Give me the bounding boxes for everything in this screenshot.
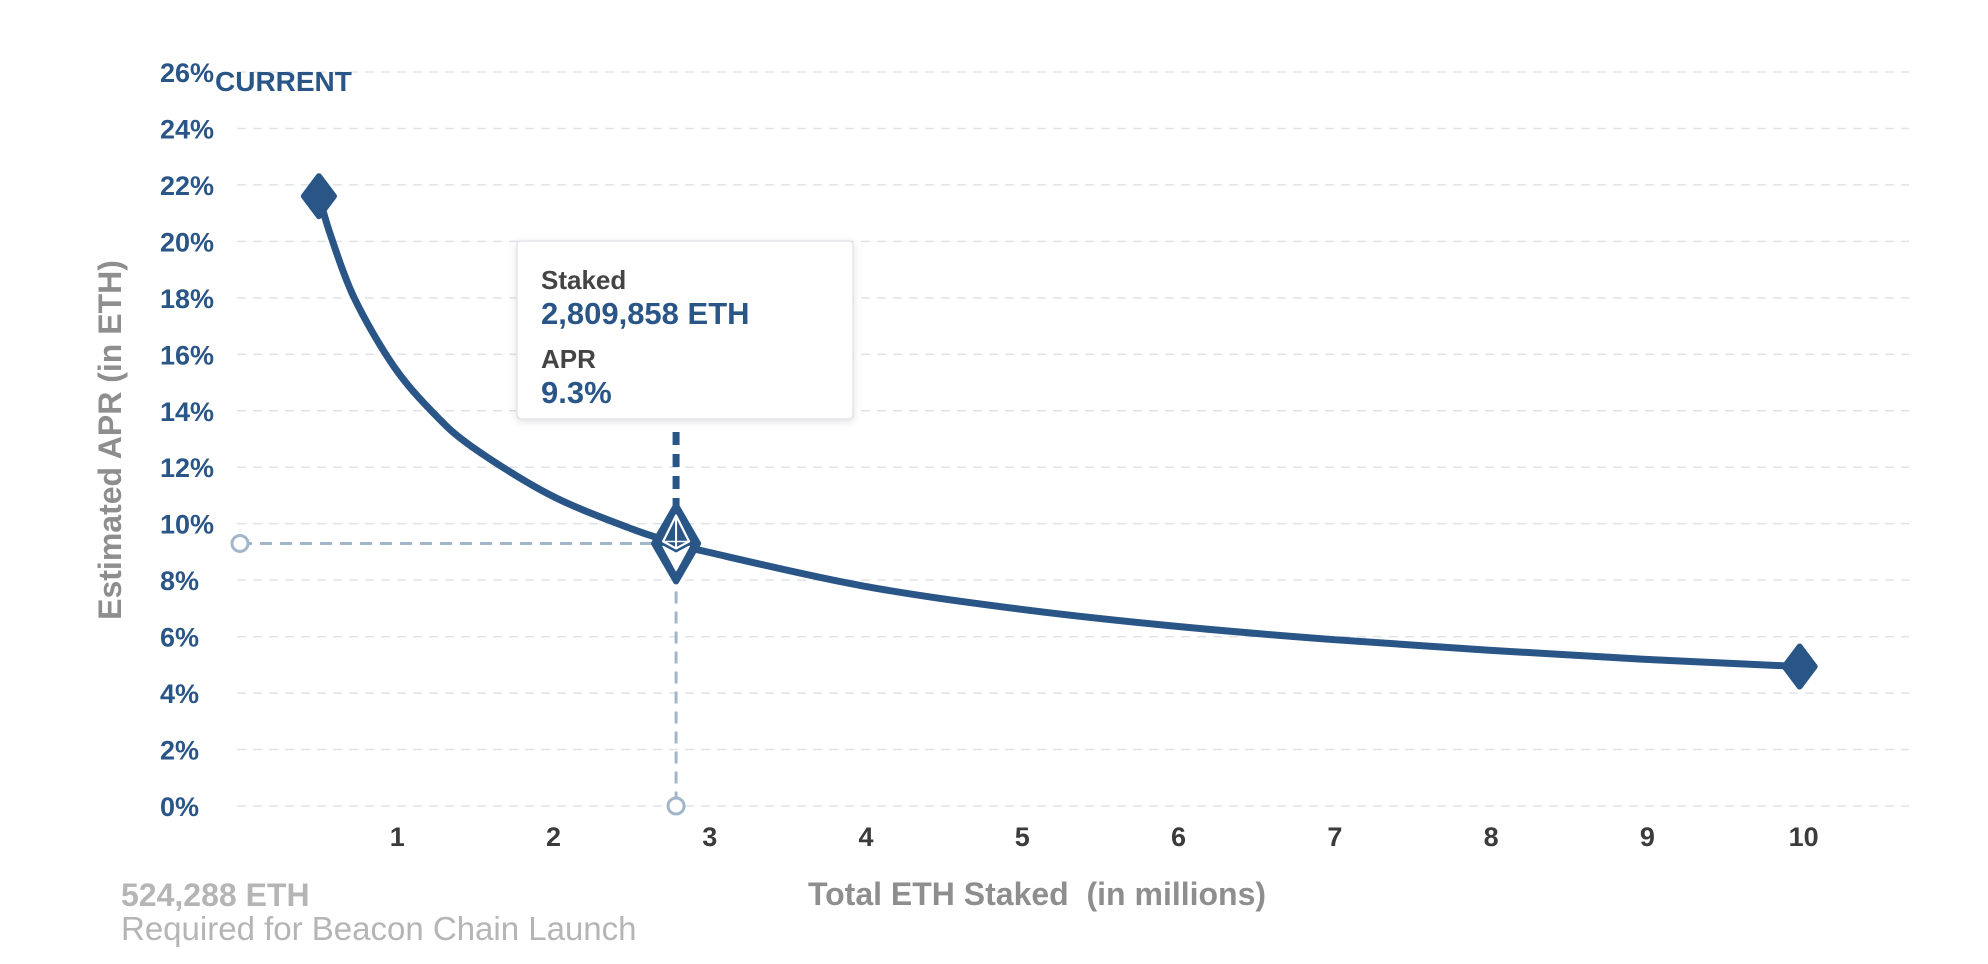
y-axis-ticks: 0% 2% 4% 6% 8% 10% 12% 14% 16% 18% 20% 22% 24% 26% — [160, 58, 214, 822]
tooltip-apr-label: APR — [541, 344, 596, 374]
endpoint-markers — [300, 173, 1818, 690]
y-tick-label: 4% — [160, 679, 199, 709]
eth-upper-icon — [661, 514, 691, 550]
beacon-chain-eth-value: 524,288 ETH — [121, 877, 310, 913]
y-tick-label: 12% — [160, 453, 214, 483]
y-tick-label: 6% — [160, 623, 199, 653]
tooltip-box — [516, 240, 854, 420]
y-tick-label: 24% — [160, 114, 214, 144]
y-axis-title: Estimated APR (in ETH) — [92, 260, 128, 620]
y-tick-label: 0% — [160, 792, 199, 822]
x-tick-label: 3 — [702, 822, 717, 852]
highlight-guides — [230, 432, 686, 816]
y-tick-label: 10% — [160, 510, 214, 540]
eth-lower-icon — [662, 545, 690, 572]
x-tick-label: 7 — [1327, 822, 1342, 852]
x-tick-label: 2 — [546, 822, 561, 852]
diamond-marker-icon — [300, 173, 337, 220]
x-tick-label: 10 — [1789, 822, 1819, 852]
tooltip-staked-label: Staked — [541, 265, 626, 295]
grid-lines — [237, 71, 1909, 807]
diamond-marker-icon — [1781, 643, 1818, 690]
y-tick-label: 20% — [160, 227, 214, 257]
x-tick-label: 1 — [390, 822, 405, 852]
y-tick-label: 2% — [160, 736, 199, 766]
y-tick-label: 22% — [160, 171, 214, 201]
x-tick-label: 5 — [1015, 822, 1030, 852]
apr-curve-line — [315, 192, 1804, 671]
current-label: CURRENT — [215, 66, 352, 97]
x-axis-title: Total ETH Staked (in millions) — [808, 876, 1266, 912]
y-tick-label: 14% — [160, 397, 214, 427]
y-tick-label: 16% — [160, 340, 214, 370]
beacon-chain-caption: Required for Beacon Chain Launch — [121, 910, 637, 947]
x-tick-label: 8 — [1484, 822, 1499, 852]
x-tick-label: 6 — [1171, 822, 1186, 852]
y-tick-label: 8% — [160, 566, 199, 596]
tooltip-staked-value: 2,809,858 ETH — [541, 296, 750, 331]
current-point-marker[interactable] — [651, 502, 702, 585]
x-guide-dot — [666, 796, 686, 816]
tooltip: Staked 2,809,858 ETH APR 9.3% — [516, 240, 854, 420]
y-tick-label: 26% — [160, 58, 214, 88]
x-axis-ticks: 1 2 3 4 5 6 7 8 9 10 — [390, 822, 1819, 852]
tooltip-apr-value: 9.3% — [541, 375, 612, 410]
x-tick-label: 9 — [1640, 822, 1655, 852]
x-tick-label: 4 — [859, 822, 874, 852]
y-tick-label: 18% — [160, 284, 214, 314]
y-guide-dot — [230, 533, 250, 553]
